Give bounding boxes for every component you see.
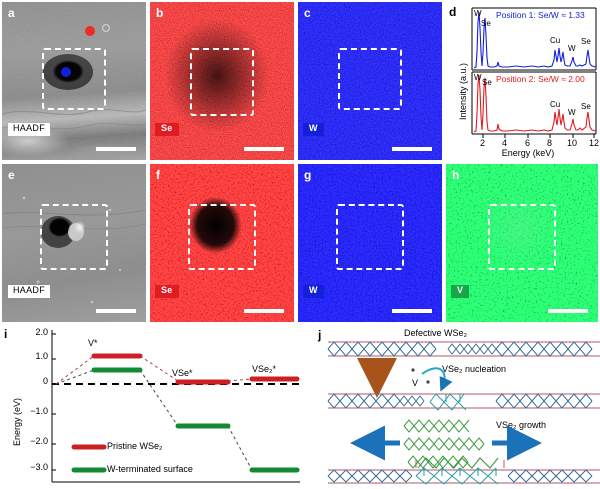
x-tick-2: 2 [480, 138, 486, 148]
y-tick-2: 2.0 [35, 327, 48, 337]
panel-letter-g: g [304, 168, 312, 182]
spectrum-1-title: Position 1: Se/W ≈ 1.33 [496, 10, 585, 20]
schematic-label-growth: VSe₂ growth [496, 420, 547, 430]
panel-i-energy-diagram: i Energy (eV) 2.0 1.0 0 −1.0 −2.0 −3.0 [0, 326, 300, 489]
vanadium-atom-dot-1 [411, 368, 415, 372]
marker-position-2-dot [85, 26, 95, 36]
roi-dashed-box-f [188, 204, 256, 270]
panel-a-modality-badge: HAADF [8, 123, 51, 136]
energy-diagram-plot [51, 330, 300, 483]
position-markers-a [61, 24, 110, 77]
scale-bar-h [548, 309, 588, 313]
y-tick-neg2: −2.0 [30, 436, 48, 446]
schematic-lattice-drawing [327, 341, 600, 485]
scale-bar-e [96, 309, 136, 313]
panel-b-se-map: b Se [150, 2, 294, 160]
panel-e-haadf: e HAADF [2, 164, 146, 322]
spectrum-2-peak-label-cu: Cu [550, 100, 561, 109]
lattice-row-1 [327, 341, 600, 357]
panel-letter-j: j [318, 328, 322, 342]
panel-f-element-badge: Se [155, 285, 179, 298]
panel-letter-b: b [156, 6, 164, 20]
spectra-x-axis-label: Energy (keV) [501, 148, 555, 158]
vse2-flake-layers [403, 419, 485, 469]
panel-b-element-badge: Se [155, 123, 179, 136]
schematic-label-nucleation: VSe₂ nucleation [442, 364, 507, 374]
spectrum-1-peak-label-se1: Se [481, 19, 491, 28]
panel-a-haadf: a HAADF [2, 2, 146, 160]
scale-bar-b [244, 147, 284, 151]
panel-g-element-badge: W [303, 285, 324, 298]
state-label-vse2: VSe₂* [252, 364, 277, 374]
panel-c-element-badge: W [303, 123, 324, 136]
panel-letter-d: d [449, 5, 457, 19]
spectrum-1-peak-label-se2: Se [581, 37, 591, 46]
spectrum-2-peak-label-se1: Se [482, 78, 492, 87]
scale-bar-g [392, 309, 432, 313]
scale-bar-c [392, 147, 432, 151]
spectrum-2-peak-label-se2: Se [581, 102, 591, 111]
spectrum-1-plot [471, 7, 597, 71]
legend-label-wterm: W-terminated surface [107, 464, 193, 474]
panel-letter-a: a [8, 6, 15, 20]
scale-bar-a [96, 147, 136, 151]
y-tick-0: 0 [42, 376, 48, 386]
spectrum-2-plot [471, 71, 597, 135]
panel-e-modality-badge: HAADF [8, 285, 51, 298]
panel-letter-i: i [4, 327, 8, 341]
y-tick-neg3: −3.0 [30, 462, 48, 472]
x-tick-8: 8 [547, 138, 553, 148]
panel-j-growth-schematic: j Defective WSe₂ VSe₂ nucleation V VSe₂ … [300, 326, 600, 489]
lattice-row-2 [327, 393, 600, 411]
panel-letter-e: e [8, 168, 15, 182]
panel-d-eds-spectra: d Intensity (a.u.) Position 1: Se/W ≈ 1.… [446, 2, 600, 160]
spectrum-2-peak-label-w1: W [474, 73, 482, 82]
x-tick-6: 6 [525, 138, 531, 148]
se-signal-texture-f [150, 164, 294, 322]
spectrum-1-peak-label-w1: W [474, 9, 482, 18]
y-tick-neg1: −1.0 [30, 406, 48, 416]
roi-dashed-box-g [336, 204, 404, 270]
panel-f-se-map: f Se [150, 164, 294, 322]
schematic-title-defective-wse2: Defective WSe₂ [404, 328, 468, 338]
schematic-label-vacancy: V [412, 378, 419, 388]
panel-letter-h: h [452, 168, 460, 182]
state-label-v: V* [88, 338, 98, 348]
spectrum-2-title: Position 2: Se/W ≈ 2.00 [496, 74, 585, 84]
panel-h-v-map: h V [446, 164, 598, 322]
legend-label-pristine: Pristine WSe₂ [107, 441, 163, 451]
x-tick-10: 10 [567, 138, 578, 148]
lattice-row-3 [327, 457, 600, 485]
panel-g-w-map: g W [298, 164, 442, 322]
roi-dashed-box-e [40, 204, 108, 270]
roi-dashed-box-c [338, 48, 402, 110]
roi-dashed-box-h [488, 204, 556, 270]
spectra-y-axis-label: Intensity (a.u.) [458, 62, 468, 120]
x-tick-12: 12 [589, 138, 600, 148]
panel-letter-c: c [304, 6, 311, 20]
panel-letter-f: f [156, 168, 160, 182]
spectra-x-ticks [482, 134, 595, 138]
arrow-curved-nucleation [421, 367, 453, 392]
state-label-vse: VSe* [172, 368, 193, 378]
y-tick-1: 1.0 [35, 351, 48, 361]
panel-c-w-map: c W [298, 2, 442, 160]
v-signal-texture-h [446, 164, 598, 322]
spectrum-1-peak-label-w2: W [568, 44, 576, 53]
vanadium-atom-dot-2 [426, 380, 430, 384]
scale-bar-f [244, 309, 284, 313]
roi-dashed-box-a [42, 48, 106, 110]
roi-dashed-box-b [190, 48, 254, 116]
x-tick-4: 4 [502, 138, 508, 148]
spectrum-1-peak-label-cu: Cu [550, 36, 561, 45]
marker-position-1-dot [61, 67, 71, 77]
panel-h-element-badge: V [451, 285, 470, 298]
spectrum-2-peak-label-w2: W [568, 108, 576, 117]
